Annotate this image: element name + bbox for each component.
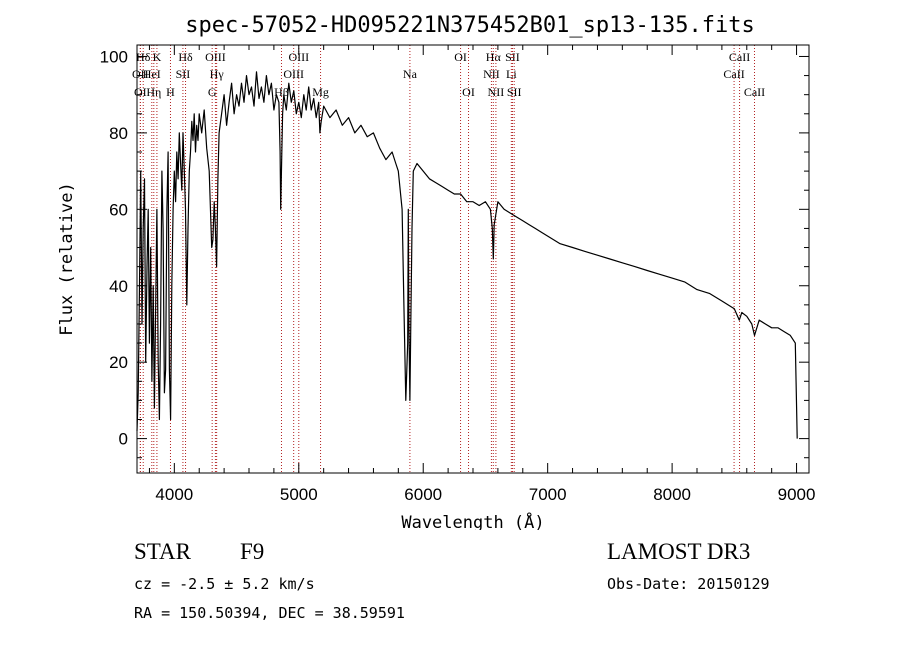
spectrum-series xyxy=(136,71,798,439)
line-marker-label: Na xyxy=(403,67,418,81)
line-marker-label: Hδ xyxy=(178,50,193,64)
x-axis-ticks: 4000 5000 6000 7000 8000 9000 xyxy=(148,45,816,504)
line-marker-label: Hη xyxy=(146,85,161,99)
line-marker-label: OIII xyxy=(205,50,226,64)
x-tick-label: 9000 xyxy=(778,485,816,504)
line-marker-label: OI xyxy=(134,85,147,99)
object-subclass: F9 xyxy=(240,539,265,564)
line-marker-label: OIII xyxy=(283,67,304,81)
line-marker-label: Hγ xyxy=(210,67,225,81)
object-class: STAR xyxy=(134,539,191,564)
x-axis-label: Wavelength (Å) xyxy=(401,511,544,530)
line-marker-label: OI xyxy=(462,85,475,99)
line-marker-label: NII xyxy=(483,67,500,81)
line-marker-label: CaII xyxy=(729,50,750,64)
y-axis-ticks: 0 20 40 60 80 100 xyxy=(100,47,809,459)
line-marker-label: CaII xyxy=(723,67,744,81)
x-tick-label: 5000 xyxy=(280,485,318,504)
line-marker-label: H xyxy=(166,85,175,99)
line-marker-label: G xyxy=(208,85,217,99)
spectrum-chart: spec-57052-HD095221N375452B01_sp13-135.f… xyxy=(57,13,816,530)
x-tick-label: 4000 xyxy=(155,485,193,504)
y-tick-label: 20 xyxy=(109,353,128,372)
line-marker-label: NII xyxy=(488,85,505,99)
line-marker-label: CaII xyxy=(744,85,765,99)
line-marker-label: SII xyxy=(176,67,191,81)
line-marker-label: HeI xyxy=(143,67,161,81)
x-tick-label: 6000 xyxy=(404,485,442,504)
line-marker-label: K xyxy=(153,50,162,64)
y-tick-label: 80 xyxy=(109,124,128,143)
survey-name: LAMOST DR3 xyxy=(607,539,751,564)
coordinates: RA = 150.50394, DEC = 38.59591 xyxy=(134,604,405,622)
observation-date: Obs-Date: 20150129 xyxy=(607,575,770,593)
line-marker-label: SII xyxy=(505,50,520,64)
line-marker-label: SII xyxy=(507,85,522,99)
x-tick-label: 8000 xyxy=(653,485,691,504)
y-tick-label: 60 xyxy=(109,200,128,219)
y-tick-label: 40 xyxy=(109,277,128,296)
line-marker-label: OII xyxy=(132,67,149,81)
line-marker-label: Hα xyxy=(486,50,502,64)
spectrum-line xyxy=(136,71,798,439)
x-tick-label: 7000 xyxy=(529,485,567,504)
line-marker-label: Mg xyxy=(312,85,329,99)
y-tick-label: 100 xyxy=(100,47,128,66)
y-tick-label: 0 xyxy=(119,430,128,449)
line-marker-label: Hδ xyxy=(136,50,151,64)
radial-velocity: cz = -2.5 ± 5.2 km/s xyxy=(134,575,315,593)
line-marker-label: Hβ xyxy=(274,85,289,99)
y-axis-label: Flux (relative) xyxy=(57,182,77,336)
line-marker-label: Li xyxy=(506,67,517,81)
chart-title: spec-57052-HD095221N375452B01_sp13-135.f… xyxy=(185,13,755,38)
line-marker-label: OI xyxy=(454,50,467,64)
plot-frame xyxy=(136,44,810,474)
